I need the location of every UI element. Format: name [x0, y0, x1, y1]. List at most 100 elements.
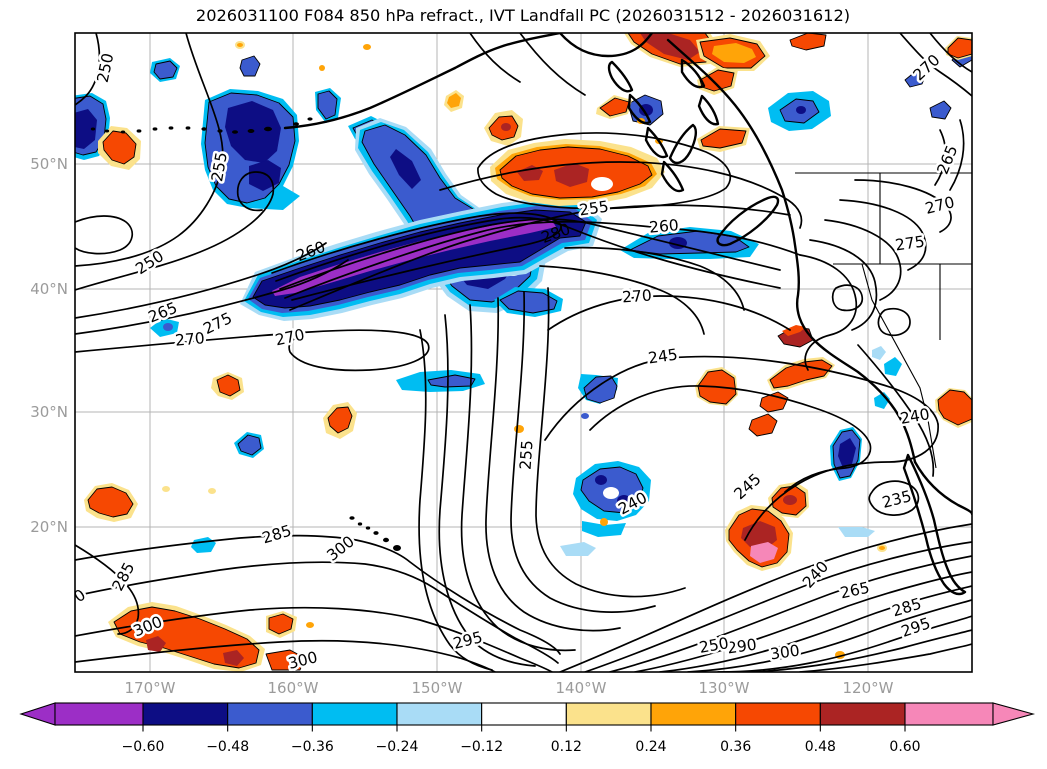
anomaly-cluster-top-positive: [624, 33, 972, 71]
anomaly-blob-240-negative: [560, 461, 651, 556]
contour-line: [271, 212, 562, 301]
contour-line: [75, 329, 430, 372]
contour-line: [609, 555, 972, 672]
contour-line: [438, 314, 536, 667]
contour-line: [799, 254, 858, 371]
contour-line: [75, 606, 553, 672]
contour-line: [584, 541, 972, 672]
contour-label: 270: [622, 286, 653, 306]
contour-line: [75, 33, 224, 267]
coastline-baja: [902, 453, 967, 596]
lon-tick-label: 150°W: [412, 679, 463, 697]
coastline-bc: [666, 38, 917, 464]
anomaly-blob: [234, 432, 264, 458]
contour-line: [831, 284, 864, 312]
contour-line: [75, 534, 561, 655]
contour-line: [485, 297, 621, 632]
anomaly-dot: [237, 43, 243, 47]
islands-alaska-panhandle: [607, 58, 720, 193]
colorbar-tick-label: −0.36: [291, 739, 334, 755]
contour-label: 260: [648, 216, 679, 237]
colorbar-segment: [481, 702, 567, 726]
colorbar-tick-label: −0.60: [122, 739, 165, 755]
anomaly-blob: [163, 323, 173, 331]
lat-tick-label: 20°N: [30, 518, 68, 536]
contour-line: [717, 615, 972, 672]
contour-line: [934, 129, 947, 186]
contour-label: 270: [174, 329, 205, 350]
contour-line: [418, 329, 493, 671]
lon-tick-label: 160°W: [268, 679, 319, 697]
lon-tick-label: 140°W: [556, 679, 607, 697]
contour-line: [75, 242, 327, 319]
contour-line: [510, 291, 656, 613]
colorbar-segment: [142, 702, 229, 726]
colorbar-tick-label: 0.60: [889, 739, 920, 755]
contour-line: [899, 33, 972, 97]
contour-line: [564, 246, 745, 311]
coastline-alaska-peninsula: [283, 66, 457, 130]
island-haida-gwaii: [668, 123, 698, 165]
contour-line: [75, 639, 496, 672]
contour-line: [75, 33, 101, 106]
contour-line: [877, 307, 911, 337]
contour-line: [754, 629, 972, 672]
map-frame: [74, 32, 973, 673]
anomaly-blob: [838, 527, 875, 537]
contour-line: [589, 385, 872, 493]
anomaly-blob-nw-negative: [201, 89, 300, 210]
lon-tick-label: 120°W: [843, 679, 894, 697]
colorbar-segment: [54, 702, 144, 726]
contour-line: [539, 265, 705, 335]
colorbar-segment: [396, 702, 483, 726]
contour-label: 255: [516, 440, 536, 471]
lon-tick-label: 130°W: [699, 679, 750, 697]
contour-line: [799, 643, 972, 672]
colorbar-tick-label: −0.12: [460, 739, 503, 755]
contour-line: [809, 239, 878, 331]
anomaly-band-positive: [490, 126, 750, 206]
anomaly-blob-left-mid-positive: [84, 483, 138, 522]
island-vancouver: [716, 195, 780, 247]
lat-tick-label: 30°N: [30, 403, 68, 421]
chart-title: 2026031100 F084 850 hPa refract., IVT La…: [196, 6, 850, 25]
contour-line: [439, 161, 803, 229]
anomaly-dot: [363, 44, 371, 50]
contour-line: [929, 33, 972, 73]
anomaly-blob: [499, 290, 558, 314]
anomaly-blob: [583, 375, 618, 404]
lat-tick-label: 40°N: [30, 280, 68, 298]
political-borders: [795, 172, 972, 469]
contour-line: [279, 218, 781, 290]
contour-line: [824, 219, 902, 301]
contour-line: [854, 179, 952, 233]
contour-line: [75, 215, 134, 255]
anomaly-blob-left-positive: [98, 126, 141, 170]
contour-line: [75, 561, 559, 664]
anomaly-blob: [317, 90, 338, 120]
border-line: [861, 263, 929, 421]
colorbar-segment: [819, 702, 906, 726]
contour-line: [949, 119, 965, 191]
anomaly-blob: [239, 55, 261, 77]
colorbar-segment: [904, 702, 994, 726]
colorbar-segment: [650, 702, 737, 726]
anomaly-dot: [600, 518, 608, 526]
contour-line: [857, 344, 935, 477]
contour-line: [547, 295, 791, 331]
colorbar-segment: [311, 702, 398, 726]
colorbar-tick-label: −0.48: [206, 739, 249, 755]
colorbar: −0.60 −0.48 −0.36 −0.24 −0.12 0.12 0.24 0.36 0.4…: [19, 702, 1036, 755]
anomaly-blob: [884, 357, 902, 376]
anomaly-dot: [514, 425, 524, 433]
coastline-mexico: [913, 460, 972, 516]
coastlines: [90, 33, 972, 596]
anomaly-blob: [211, 372, 244, 400]
contour-line: [868, 480, 920, 516]
contour-line: [75, 259, 349, 335]
anomaly-blob: [153, 60, 178, 80]
border-line: [927, 419, 937, 469]
islands-aleutian: [90, 117, 313, 134]
